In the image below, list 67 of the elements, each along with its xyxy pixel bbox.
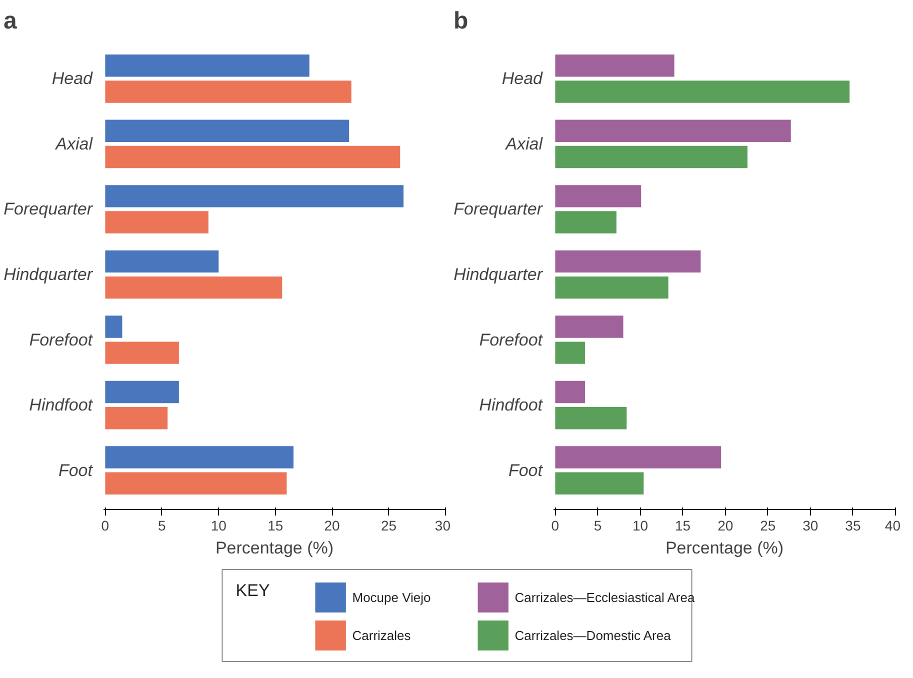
bar	[105, 80, 352, 103]
y-tick-label: Forefoot	[29, 330, 94, 350]
x-tick-label: 40	[884, 518, 901, 534]
bar	[555, 276, 668, 299]
y-tick-label: Forequarter	[4, 200, 94, 219]
bar	[105, 472, 287, 494]
x-tick-label: 20	[718, 518, 734, 534]
y-tick-label: Hindfoot	[479, 396, 544, 415]
bar	[105, 54, 310, 77]
bar	[105, 316, 122, 338]
x-tick-label: 5	[158, 518, 166, 534]
y-tick-label: Foot	[58, 460, 94, 480]
y-tick-label: Forefoot	[479, 330, 544, 350]
y-tick-label: Foot	[508, 460, 544, 480]
y-tick-label: Forequarter	[454, 200, 544, 219]
bar	[555, 80, 850, 103]
y-tick-label: Head	[502, 69, 544, 88]
x-tick-label: 20	[324, 518, 340, 534]
y-tick-label: Axial	[504, 134, 544, 154]
bar	[105, 120, 350, 142]
x-tick-label: 15	[675, 518, 691, 534]
x-tick-label: 30	[802, 518, 818, 534]
bar	[555, 342, 585, 364]
x-axis-title: Percentage (%)	[665, 538, 784, 558]
y-tick-label: Hindquarter	[454, 265, 544, 284]
bar	[105, 185, 404, 208]
legend-label: Carrizales—Domestic Area	[514, 628, 672, 643]
y-tick-label: Axial	[54, 134, 94, 154]
bar	[105, 342, 179, 364]
x-tick-label: 30	[434, 518, 451, 534]
bar	[555, 380, 585, 404]
x-tick-label: 0	[101, 518, 110, 534]
bar	[555, 120, 791, 142]
bar	[105, 276, 282, 299]
x-tick-label: 25	[760, 518, 776, 534]
bar	[105, 446, 294, 468]
legend-label: Mocupe Viejo	[352, 590, 431, 605]
bar	[555, 211, 616, 234]
y-tick-label: Hindfoot	[29, 396, 94, 415]
chart-title: b	[454, 8, 468, 34]
x-tick-label: 10	[632, 518, 648, 534]
legend-title: KEY	[236, 581, 270, 600]
legend-label: Carrizales	[352, 628, 412, 643]
legend-label: Carrizales—Ecclesiastical Area	[514, 590, 696, 605]
bar	[105, 250, 219, 273]
bar	[555, 407, 627, 430]
x-tick-label: 5	[594, 518, 602, 534]
x-tick-label: 10	[210, 518, 227, 534]
x-tick-label: 15	[268, 518, 284, 534]
bar	[555, 185, 642, 208]
y-tick-label: Head	[52, 69, 94, 88]
x-axis-title: Percentage (%)	[215, 538, 334, 558]
bar	[555, 146, 748, 168]
bar	[105, 146, 400, 168]
x-tick-label: 35	[845, 518, 861, 534]
bar	[555, 446, 722, 468]
bar	[105, 407, 168, 430]
bar	[105, 211, 208, 234]
x-tick-label: 25	[380, 518, 397, 534]
y-tick-label: Hindquarter	[4, 265, 94, 284]
chart-title: a	[4, 8, 18, 34]
x-tick-label: 0	[551, 518, 560, 534]
bar	[555, 250, 701, 273]
bar	[555, 54, 674, 77]
bar	[555, 316, 624, 338]
bar	[105, 380, 179, 404]
bar	[555, 472, 644, 494]
